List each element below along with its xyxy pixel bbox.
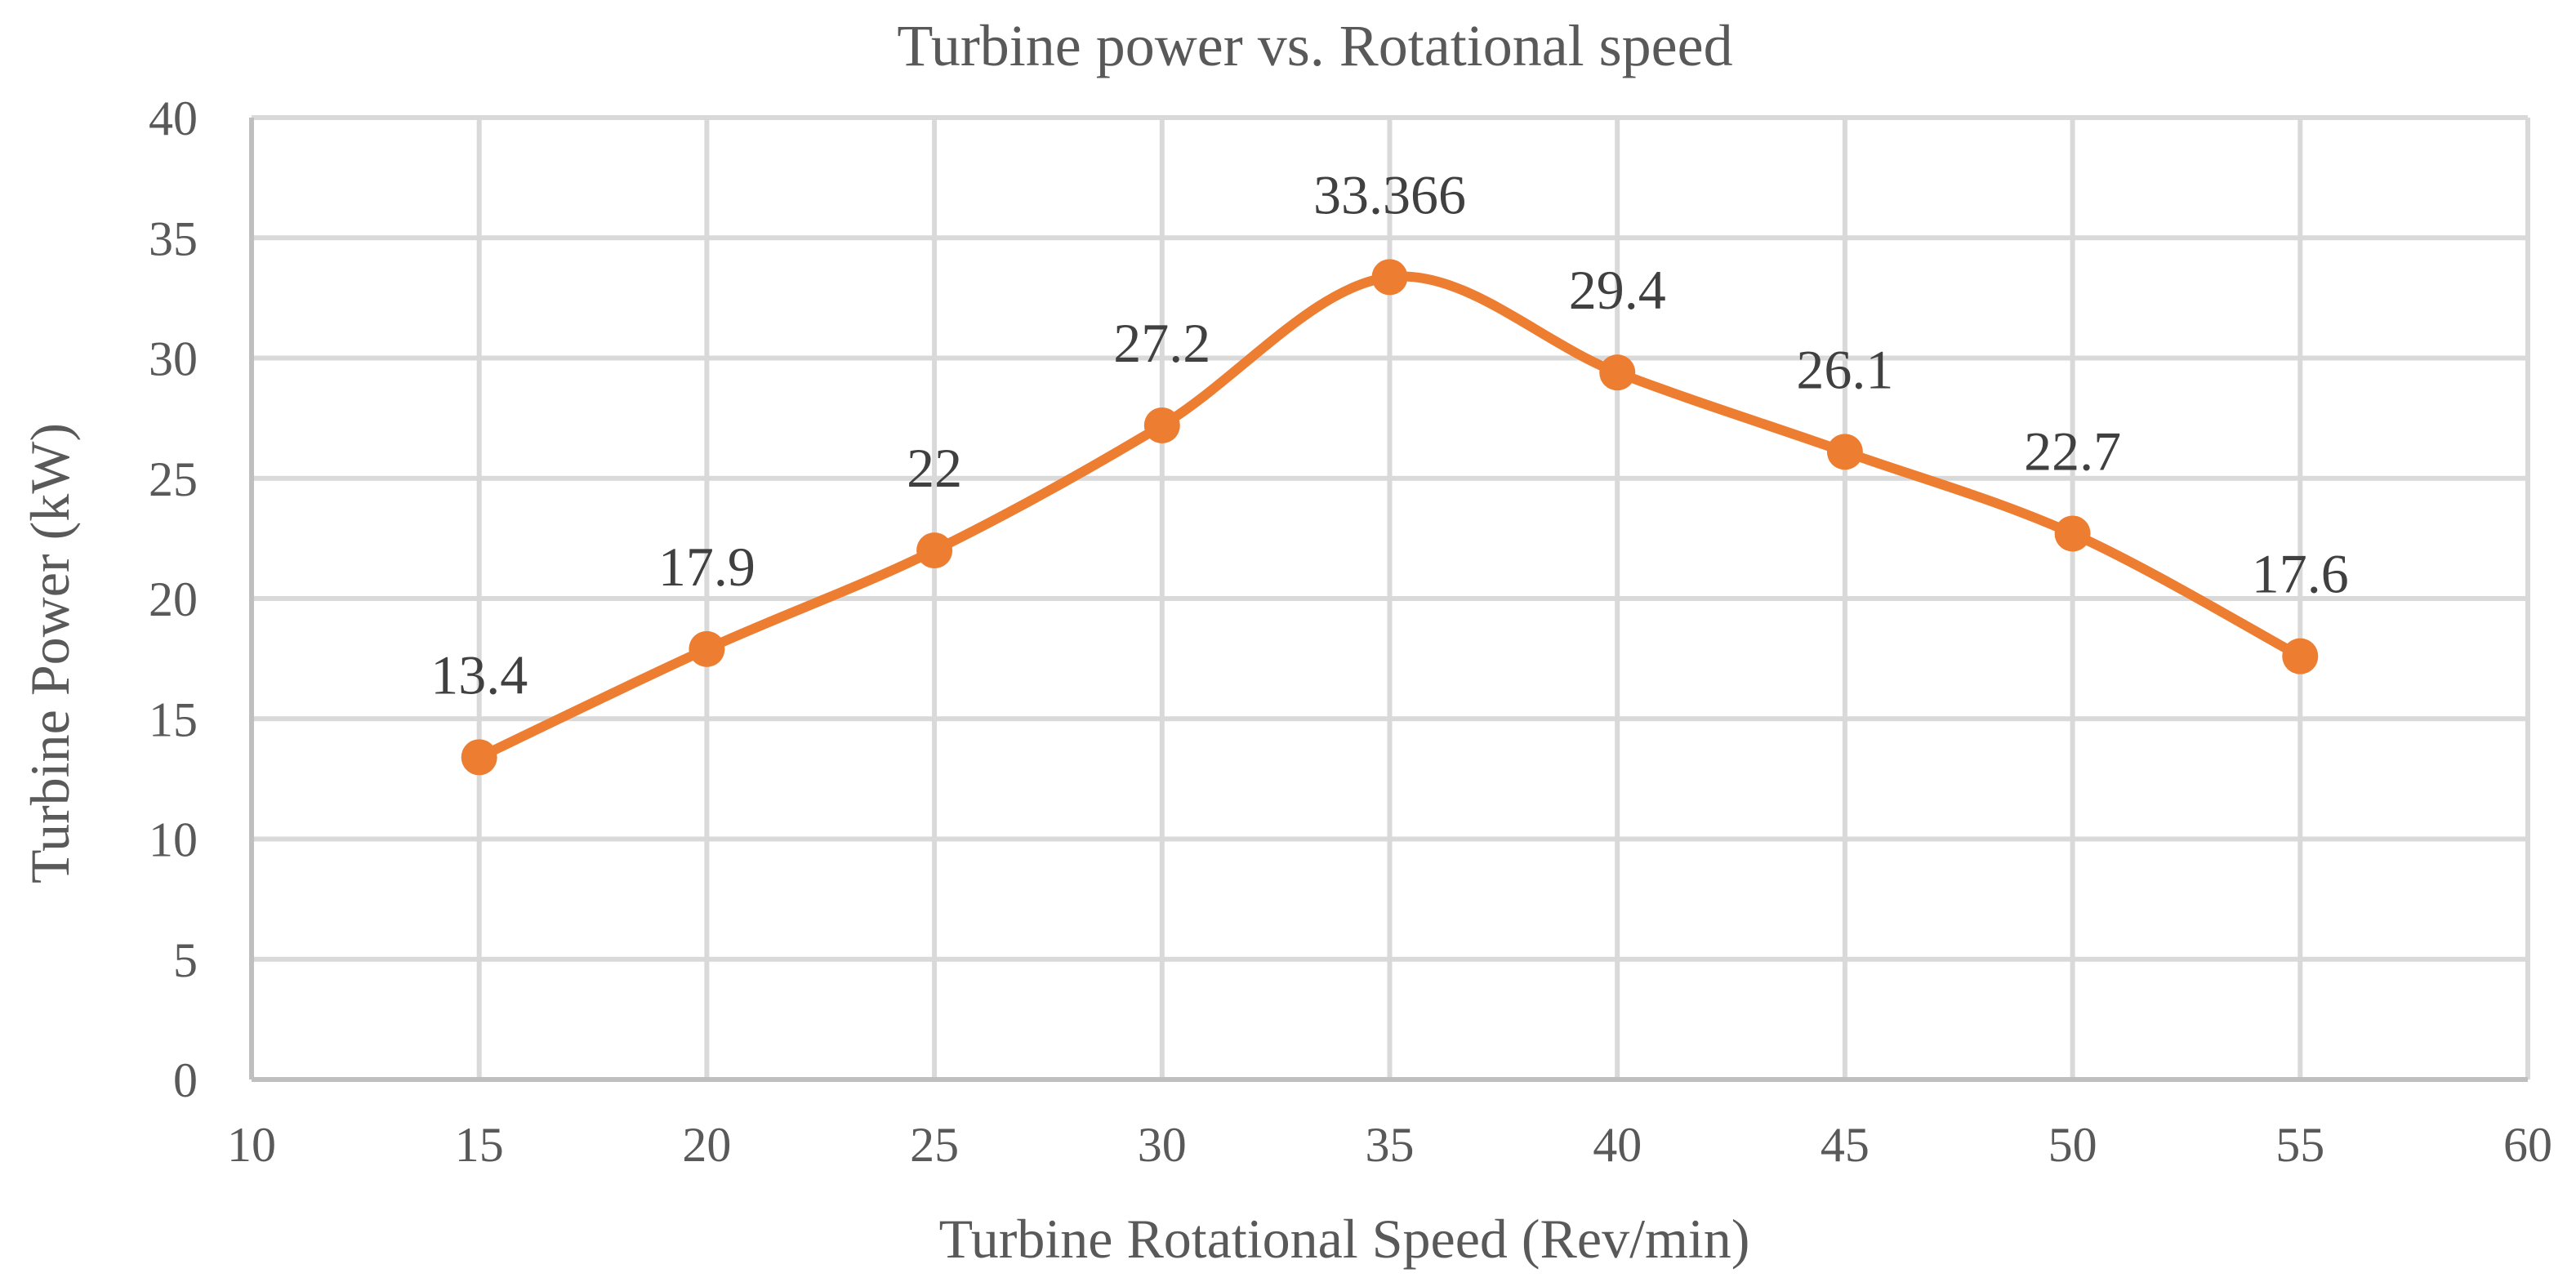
- y-tick-label: 20: [149, 572, 198, 626]
- data-point[interactable]: [1599, 354, 1636, 391]
- data-label: 17.6: [2252, 543, 2349, 605]
- x-tick-label: 35: [1366, 1118, 1415, 1172]
- y-tick-label: 30: [149, 332, 198, 386]
- y-tick-label: 5: [173, 933, 198, 987]
- data-label: 22: [907, 437, 962, 499]
- x-tick-label: 50: [2048, 1118, 2097, 1172]
- y-tick-label: 35: [149, 211, 198, 265]
- y-tick-label: 40: [149, 91, 198, 145]
- y-tick-label: 15: [149, 692, 198, 746]
- y-tick-label: 10: [149, 813, 198, 867]
- x-tick-label: 10: [227, 1118, 276, 1172]
- x-axis-title: Turbine Rotational Speed (Rev/min): [939, 1208, 1750, 1270]
- data-point[interactable]: [2054, 515, 2091, 552]
- data-label: 29.4: [1569, 259, 1666, 321]
- data-point[interactable]: [916, 532, 953, 569]
- data-point[interactable]: [1826, 434, 1863, 470]
- y-tick-label: 0: [173, 1053, 198, 1107]
- x-tick-label: 45: [1821, 1118, 1870, 1172]
- data-label: 27.2: [1113, 312, 1210, 374]
- x-tick-label: 15: [455, 1118, 504, 1172]
- data-label: 33.366: [1313, 163, 1466, 225]
- data-label: 22.7: [2024, 420, 2121, 482]
- x-tick-label: 55: [2275, 1118, 2324, 1172]
- y-axis-title: Turbine Power (kW): [19, 423, 81, 884]
- axes: [249, 118, 2528, 1082]
- data-label: 26.1: [1796, 338, 1893, 400]
- x-tick-label: 20: [682, 1118, 731, 1172]
- data-point[interactable]: [2282, 638, 2319, 674]
- chart-title: Turbine power vs. Rotational speed: [897, 13, 1732, 78]
- data-label: 17.9: [658, 536, 755, 598]
- y-tick-label: 25: [149, 452, 198, 506]
- data-point[interactable]: [1143, 407, 1180, 443]
- data-point[interactable]: [689, 630, 725, 667]
- data-point[interactable]: [461, 739, 497, 776]
- x-tick-label: 30: [1138, 1118, 1187, 1172]
- x-tick-label: 40: [1593, 1118, 1642, 1172]
- data-labels: 13.4 17.9 22 27.2 33.366 29.4 26.1 22.7 17.6: [430, 163, 2349, 706]
- grid: [252, 115, 2530, 1079]
- series-group: [461, 259, 2319, 776]
- tick-labels: 0 5 10 15 20 25 30 35 40 10 15 20 25 30 35 40 45 50 55 60: [149, 91, 2552, 1172]
- x-tick-label: 25: [910, 1118, 959, 1172]
- x-tick-label: 60: [2503, 1118, 2552, 1172]
- data-label: 13.4: [430, 643, 528, 706]
- data-point[interactable]: [1371, 259, 1408, 296]
